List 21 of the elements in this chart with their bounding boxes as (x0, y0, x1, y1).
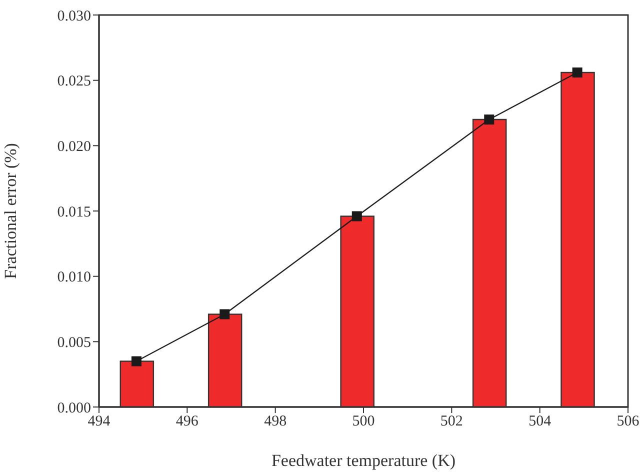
point (352, 211, 362, 222)
y-axis-title: Fractional error (%) (1, 143, 20, 279)
x-tick-label: 504 (528, 414, 552, 430)
y-tick-label: 0.015 (57, 204, 91, 220)
point (131, 356, 142, 366)
x-tick-label: 506 (616, 414, 640, 430)
y-tick-label: 0.020 (57, 138, 91, 155)
y-tick-label: 0.025 (57, 74, 91, 90)
y-tick-label: 0.010 (57, 270, 91, 286)
y-tick-label: 0.000 (57, 400, 91, 416)
x-tick-label: 498 (264, 414, 287, 430)
x-tick-label: 500 (352, 414, 375, 430)
y-tick-label: 0.005 (57, 334, 91, 351)
point (572, 67, 582, 78)
x-tick-label: 496 (176, 414, 199, 430)
x-axis-title: Feedwater temperature (K) (271, 451, 456, 470)
y-tick-label: 0.030 (57, 8, 91, 24)
point (220, 309, 230, 320)
point (484, 114, 494, 125)
x-tick-label: 502 (440, 414, 463, 430)
x-tick-label: 494 (88, 414, 111, 430)
